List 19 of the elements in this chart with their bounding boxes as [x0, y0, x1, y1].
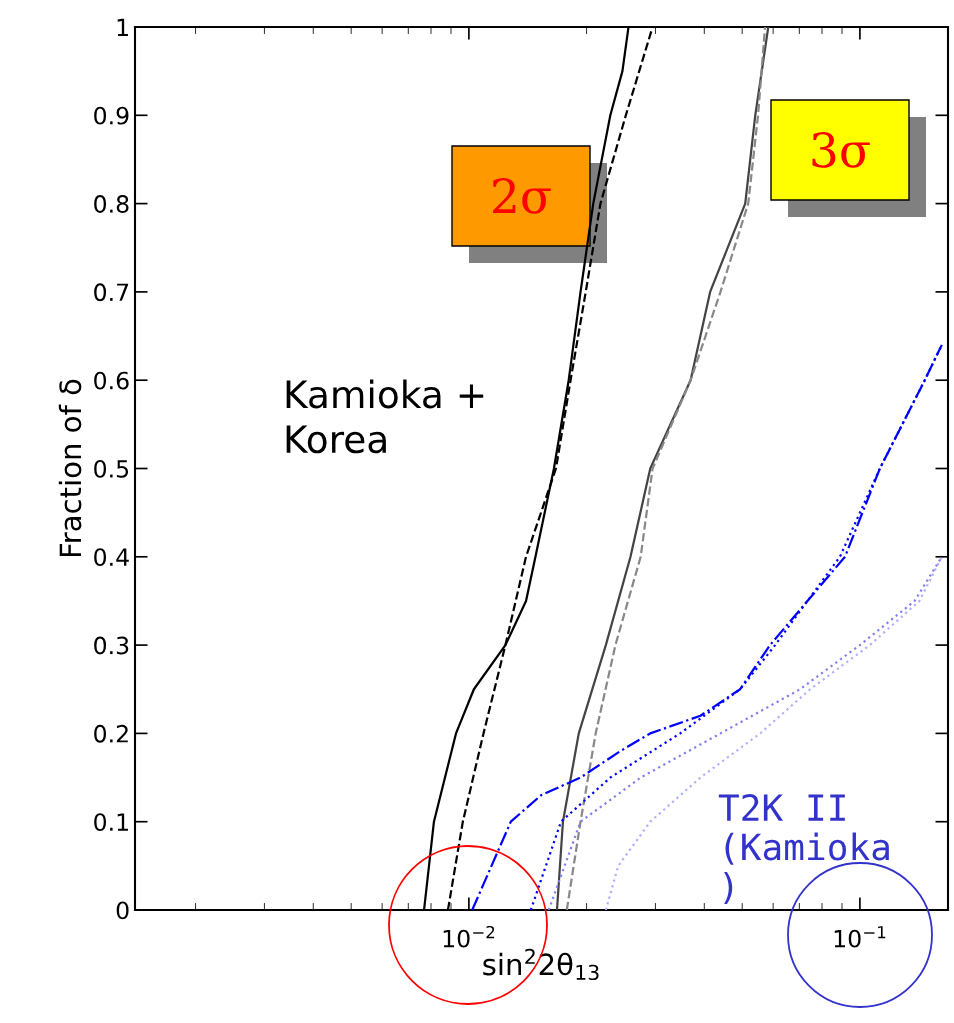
- x-tick-label: 10$^{−1}$: [834, 926, 886, 948]
- annotation: Kamioka + Korea: [286, 379, 484, 454]
- y-tick-label: 0.3: [94, 636, 129, 655]
- y-tick-label: 0.1: [94, 813, 128, 832]
- annotation: 2σ: [493, 177, 551, 214]
- x-axis-title: sin$^{2}$2θ$_{13}$: [483, 948, 599, 981]
- y-tick-label: 0.5: [94, 459, 129, 478]
- y-tick-label: 0.8: [94, 195, 129, 213]
- y-tick-label: 0.9: [94, 106, 129, 125]
- y-tick-label: 0.4: [94, 548, 129, 567]
- y-tick-label: 1: [117, 18, 128, 36]
- y-tick-label: 0: [116, 901, 129, 920]
- annotation: T2K II (Kamioka ): [718, 793, 889, 905]
- y-tick-label: 0.6: [94, 371, 129, 390]
- x-tick-label: 10$^{−2}$: [443, 925, 495, 948]
- y-tick-label: 0.7: [94, 283, 129, 302]
- y-tick-label: 0.2: [94, 724, 128, 743]
- y-axis-title: Fraction of δ: [58, 379, 82, 557]
- annotation: 3σ: [812, 131, 870, 168]
